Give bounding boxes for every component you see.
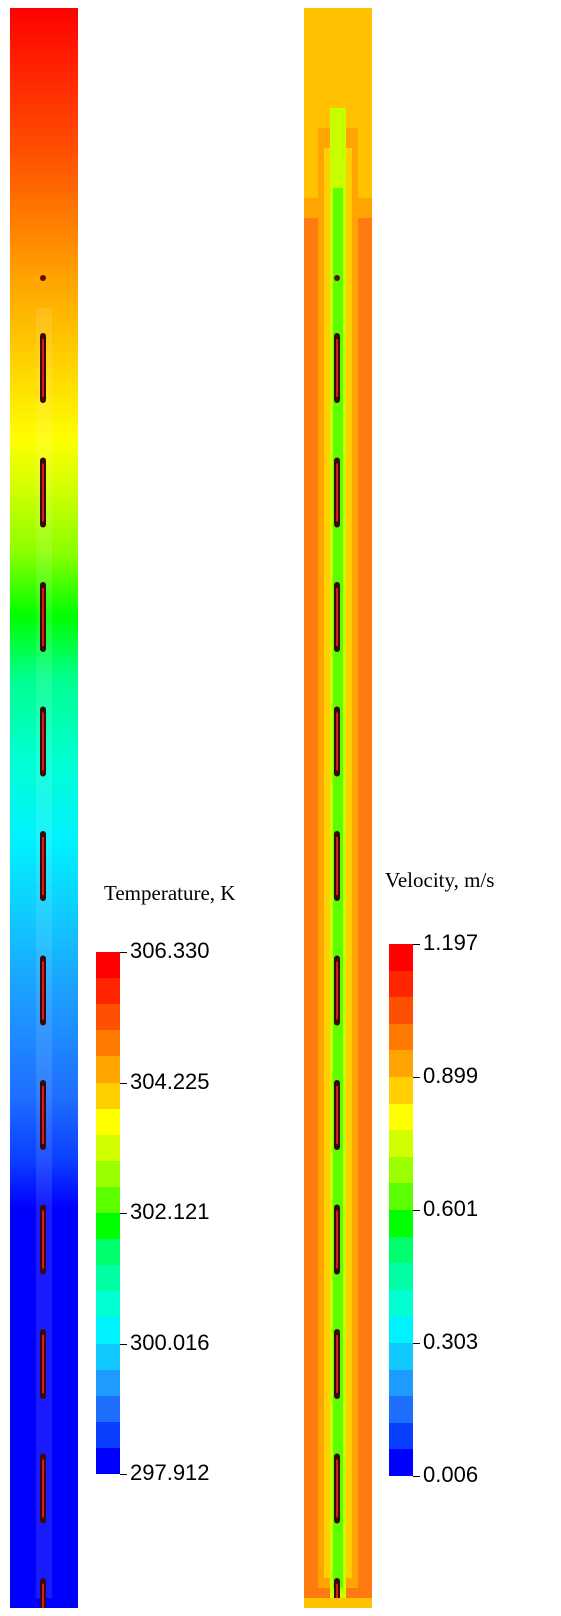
temperature-plate-core — [42, 1086, 44, 1144]
temperature-colorbar-cell — [96, 1421, 120, 1449]
velocity-plate-core — [336, 1584, 338, 1608]
temperature-contour-plot — [10, 8, 78, 1608]
velocity-tick-label: 0.601 — [423, 1196, 479, 1221]
velocity-plate-core — [336, 588, 338, 646]
velocity-colorbar-cell — [389, 1183, 413, 1211]
velocity-plate-core — [336, 1459, 338, 1518]
temperature-tick-label: 300.016 — [130, 1329, 210, 1355]
velocity-colorbar-cell — [389, 1369, 413, 1397]
velocity-colorbar-cell — [389, 970, 413, 998]
velocity-colorbar-cell — [389, 1210, 413, 1238]
velocity-colorbar-cell — [389, 1050, 413, 1078]
velocity-colorbar-cell — [389, 1077, 413, 1105]
temperature-colorbar-cell — [96, 1447, 120, 1475]
temperature-plate-tip — [40, 275, 46, 281]
velocity-colorbar-cell — [389, 1449, 413, 1477]
velocity-colorbar-cell — [389, 1156, 413, 1184]
temperature-colorbar-cell — [96, 1317, 120, 1344]
velocity-tick-label: 0.303 — [423, 1329, 479, 1354]
velocity-tick-mark — [413, 1077, 420, 1078]
velocity-contour-svg — [304, 8, 372, 1608]
velocity-colorbar — [389, 944, 413, 1477]
temperature-plate-core — [42, 1210, 44, 1269]
velocity-colorbar-cell — [389, 997, 413, 1025]
temperature-tick-mark — [120, 1082, 127, 1084]
velocity-colorbar-cell — [389, 1316, 413, 1344]
temperature-plate-core — [42, 588, 44, 646]
velocity-colorbar-cell — [389, 1263, 413, 1291]
temperature-colorbar-cell — [96, 952, 120, 979]
velocity-tick-label: 1.197 — [423, 930, 479, 955]
temperature-plate-core — [42, 837, 44, 895]
temperature-tick-label: 306.330 — [130, 938, 210, 963]
velocity-tick-label: 0.899 — [423, 1063, 479, 1088]
temperature-colorbar-cell — [96, 1186, 120, 1214]
velocity-colorbar-cell — [389, 1023, 413, 1051]
velocity-plate-core — [336, 463, 338, 522]
temperature-colorbar-cell — [96, 1395, 120, 1423]
velocity-tick-mark — [413, 1343, 420, 1344]
temperature-tick-label: 297.912 — [130, 1460, 210, 1485]
temperature-colorbar-cell — [96, 1369, 120, 1397]
temperature-colorbar-cell — [96, 1213, 120, 1240]
temperature-colorbar-cell — [96, 1160, 120, 1188]
temperature-plate-core — [42, 1335, 44, 1393]
velocity-plate-core — [336, 1210, 338, 1269]
temperature-colorbar-cell — [96, 1239, 120, 1266]
velocity-colorbar-cell — [389, 1103, 413, 1131]
temperature-colorbar-cell — [96, 1265, 120, 1292]
temperature-plate-core — [42, 463, 44, 522]
temperature-plates — [40, 275, 46, 1608]
temperature-plate-core — [42, 1584, 44, 1608]
velocity-colorbar-cell — [389, 1396, 413, 1424]
velocity-plate-tip — [334, 275, 340, 281]
temperature-tick-mark — [120, 1474, 127, 1475]
velocity-tick-mark — [413, 1476, 420, 1477]
temperature-colorbar-cell — [96, 1056, 120, 1083]
velocity-plate-core — [336, 1086, 338, 1144]
velocity-contour-plot — [304, 8, 372, 1608]
temperature-legend-title: Temperature, K — [104, 881, 236, 905]
velocity-colorbar-cell — [389, 1422, 413, 1450]
velocity-legend-title: Velocity, m/s — [385, 868, 495, 892]
temperature-colorbar-cell — [96, 1004, 120, 1031]
temperature-colorbar — [96, 952, 120, 1475]
velocity-tick-label: 0.006 — [423, 1462, 479, 1487]
velocity-plate-core — [336, 837, 338, 895]
temperature-tick-mark — [120, 952, 127, 953]
velocity-colorbar-cell — [389, 1289, 413, 1317]
velocity-colorbar-cell — [389, 1343, 413, 1371]
velocity-plate-core — [336, 339, 338, 397]
velocity-tick-mark — [413, 1210, 420, 1211]
temperature-tick-label: 304.225 — [130, 1068, 210, 1094]
temperature-tick-mark — [120, 1343, 127, 1345]
temperature-tick-label: 302.121 — [130, 1199, 210, 1224]
velocity-plate-core — [336, 1335, 338, 1393]
temperature-colorbar-cell — [96, 1343, 120, 1371]
temperature-colorbar-cell — [96, 1082, 120, 1110]
temperature-contour-svg — [10, 8, 78, 1608]
temperature-plate-core — [42, 339, 44, 397]
velocity-plate-core — [336, 712, 338, 771]
velocity-plates — [334, 275, 340, 1608]
temperature-colorbar-cell — [96, 1134, 120, 1162]
velocity-colorbar-cell — [389, 1130, 413, 1158]
temperature-tick-mark — [120, 1213, 127, 1214]
temperature-plate-core — [42, 961, 44, 1020]
velocity-tick-mark — [413, 944, 420, 945]
velocity-colorbar-cell — [389, 944, 413, 972]
temperature-colorbar-cell — [96, 1291, 120, 1318]
temperature-plate-core — [42, 1459, 44, 1518]
velocity-colorbar-cell — [389, 1236, 413, 1264]
temperature-colorbar-cell — [96, 1108, 120, 1136]
temperature-colorbar-cell — [96, 1030, 120, 1057]
temperature-colorbar-cell — [96, 978, 120, 1005]
temperature-plate-core — [42, 712, 44, 771]
velocity-plate-core — [336, 961, 338, 1020]
